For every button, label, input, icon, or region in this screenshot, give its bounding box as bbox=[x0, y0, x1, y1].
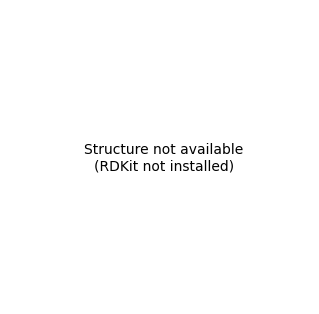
Text: Structure not available
(RDKit not installed): Structure not available (RDKit not insta… bbox=[84, 143, 243, 174]
